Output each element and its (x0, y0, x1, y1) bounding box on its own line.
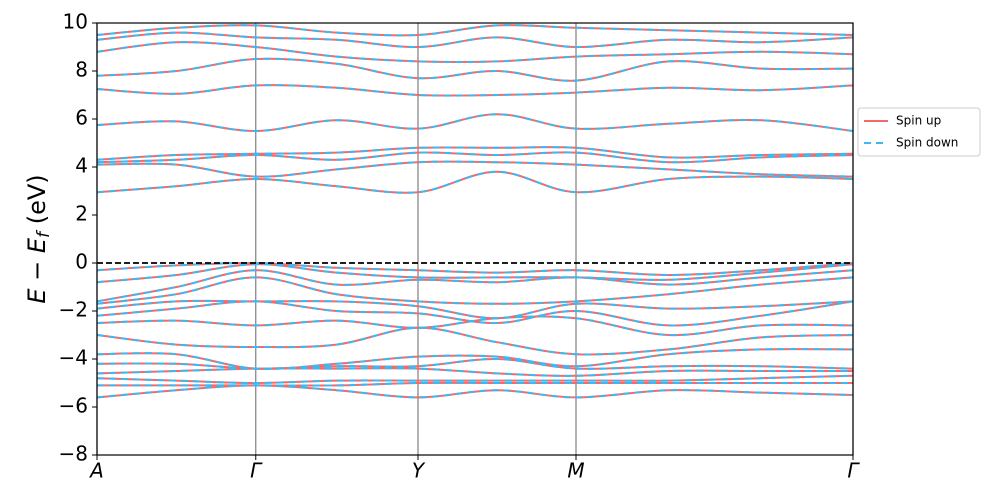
y-tick-label: −8 (59, 442, 88, 466)
band-line (97, 276, 853, 305)
legend-box (857, 107, 981, 157)
y-tick-label: 0 (75, 250, 88, 274)
band-line (97, 41, 853, 63)
band-line (97, 384, 853, 399)
plot-frame (96, 22, 854, 456)
band-line (97, 269, 853, 303)
band-line (97, 381, 853, 387)
band-line (97, 57, 853, 82)
y-tick-label: 6 (75, 106, 88, 130)
y-tick-label: −4 (59, 346, 88, 370)
x-tick-label: A (88, 459, 104, 483)
x-tick-label: M (567, 459, 584, 483)
y-label-main: E − E (23, 237, 51, 304)
band-line (97, 299, 853, 320)
band-line (97, 315, 853, 337)
x-tick-label: Γ (250, 459, 263, 483)
band-line (97, 263, 853, 284)
band-line (97, 374, 853, 385)
y-tick-label: −6 (59, 394, 88, 418)
band-line (97, 357, 853, 370)
band-line (97, 31, 853, 49)
band-line (97, 300, 853, 327)
y-tick-label: 2 (75, 202, 88, 226)
y-tick-label: 4 (75, 154, 88, 178)
band-line (97, 41, 853, 63)
y-label-unit: (eV) (23, 174, 51, 232)
y-label-sub: f (34, 229, 54, 238)
band-line (97, 326, 853, 356)
band-line (97, 160, 853, 178)
band-line (97, 348, 853, 370)
band-line (97, 151, 853, 164)
legend-label: Spin up (896, 114, 941, 128)
band-line (97, 170, 853, 194)
band-line (97, 84, 853, 97)
bands (97, 24, 853, 399)
band-line (97, 367, 853, 377)
y-tick-label: 8 (75, 58, 88, 82)
band-line (97, 24, 853, 37)
band-line (97, 113, 853, 133)
y-axis-label: E − Ef (eV) (23, 174, 54, 303)
y-tick-label: −2 (59, 298, 88, 322)
x-tick-label: Γ (847, 459, 860, 483)
x-tick-label: Y (412, 459, 426, 483)
legend-label: Spin down (896, 136, 958, 150)
y-tick-label: 10 (63, 10, 88, 34)
band-line (97, 113, 853, 133)
band-line (97, 146, 853, 161)
